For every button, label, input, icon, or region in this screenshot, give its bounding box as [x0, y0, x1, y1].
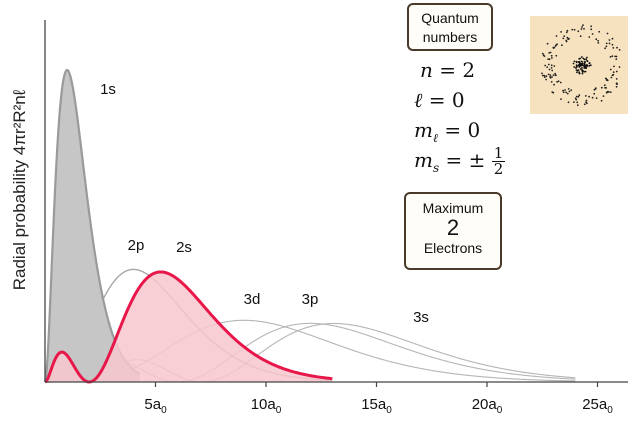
max-box-line1: Maximum: [422, 200, 484, 216]
ml-value: mℓ = 0: [414, 118, 481, 145]
orbital-label-3s: 3s: [413, 309, 429, 326]
x-tick-label: 25a0: [582, 396, 613, 416]
series-2s-line: [44, 270, 333, 384]
series-2s-area: [45, 271, 333, 382]
x-tick-label: 10a0: [250, 396, 282, 416]
electron-cloud-illustration: [530, 16, 628, 114]
n-value: n = 2: [420, 58, 476, 82]
y-axis-label-text: Radial probability 4πr²R²nℓ: [10, 89, 29, 291]
orbital-label-2p: 2p: [128, 237, 145, 254]
max-box-line2: Electrons: [423, 240, 483, 256]
quantum-numbers-box: Quantum numbers: [407, 3, 493, 51]
maximum-electrons-box: Maximum 2 Electrons: [404, 192, 502, 270]
ms-fraction: 1 2: [491, 144, 506, 178]
orbital-labels: 1s 2p 2s 3d 3p 3s: [100, 81, 429, 326]
l-value: ℓ = 0: [414, 88, 465, 112]
orbital-label-3d: 3d: [244, 291, 261, 308]
x-tick-label: 5a0: [144, 396, 167, 416]
orbital-label-2s: 2s: [176, 239, 192, 256]
x-tick-label: 15a0: [361, 396, 392, 416]
quantum-box-line2: numbers: [422, 29, 478, 45]
ms-value: ms = ± 1 2: [414, 144, 506, 178]
x-tick-marks: [154, 382, 599, 387]
series-1s-area: [45, 70, 140, 382]
x-tick-label: 20a0: [471, 396, 503, 416]
orbital-label-3p: 3p: [302, 291, 319, 308]
quantum-box-line1: Quantum: [421, 10, 479, 26]
curve-layer: [43, 68, 576, 384]
max-electron-count: 2: [446, 215, 460, 240]
orbital-label-1s: 1s: [100, 81, 116, 98]
